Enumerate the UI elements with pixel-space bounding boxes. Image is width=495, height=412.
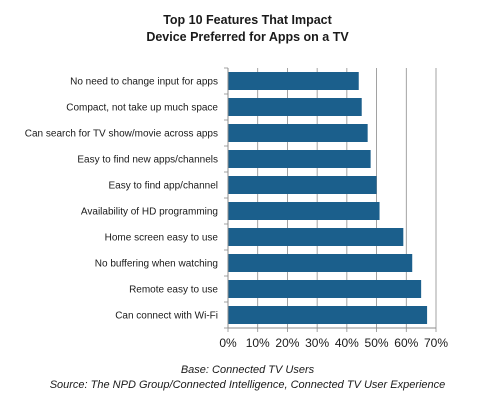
chart-title: Top 10 Features That Impact Device Prefe… [0,12,495,46]
x-tick-label: 60% [394,336,418,350]
x-tick-label: 20% [275,336,299,350]
category-label: Home screen easy to use [105,233,219,244]
category-label: Can connect with Wi-Fi [115,311,218,322]
category-label: Can search for TV show/movie across apps [25,129,218,140]
bar [228,254,413,272]
x-tick-label: 70% [424,336,448,350]
footnote-base: Base: Connected TV Users [180,364,315,376]
x-tick-label: 0% [219,336,237,350]
bar [228,306,428,324]
category-label: Remote easy to use [129,285,218,296]
bar [228,228,404,246]
chart-title-line: Device Preferred for Apps on a TV [146,30,349,44]
category-label: Availability of HD programming [81,207,218,218]
x-tick-label: 10% [246,336,270,350]
x-tick-label: 40% [335,336,359,350]
bar [228,98,362,116]
category-label: No need to change input for apps [70,77,218,88]
bar [228,202,380,220]
category-label: No buffering when watching [95,259,218,270]
x-tick-label: 50% [365,336,389,350]
bar [228,72,359,90]
bar [228,124,368,142]
chart-footnote: Base: Connected TV Users Source: The NPD… [0,363,495,393]
category-label: Compact, not take up much space [66,103,218,114]
bar [228,150,371,168]
bar [228,176,377,194]
category-label: Easy to find new apps/channels [77,155,218,166]
bar [228,280,422,298]
category-label: Easy to find app/channel [108,181,218,192]
footnote-source: Source: The NPD Group/Connected Intellig… [49,379,446,391]
chart-title-line: Top 10 Features That Impact [163,13,332,27]
x-tick-label: 30% [305,336,329,350]
